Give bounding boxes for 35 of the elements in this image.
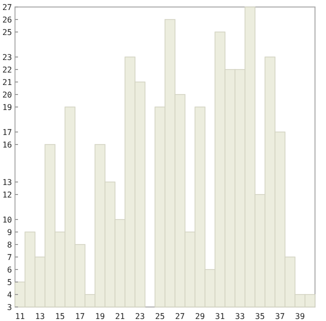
y-tick-label: 12	[2, 190, 12, 200]
x-tick-label: 31	[215, 312, 225, 321]
y-tick-label: 3	[7, 302, 12, 312]
y-tick-label: 26	[2, 15, 12, 24]
x-tick-label: 15	[55, 312, 65, 321]
x-tick-label: 11	[15, 312, 25, 321]
y-tick-label: 25	[2, 28, 12, 37]
y-tick-label: 23	[2, 52, 12, 62]
x-tick-label: 23	[135, 312, 145, 321]
x-tick-label: 19	[95, 312, 105, 321]
x-tick-label: 13	[35, 312, 45, 321]
x-tick-label: 25	[155, 312, 165, 321]
y-tick-label: 27	[2, 2, 12, 12]
y-tick-label: 19	[2, 102, 12, 112]
y-tick-label: 6	[7, 265, 12, 274]
y-tick-label: 21	[2, 78, 12, 87]
y-tick-label: 5	[7, 278, 12, 287]
x-tick-label: 21	[115, 312, 125, 321]
y-tick-label: 10	[2, 215, 12, 224]
y-tick-label: 22	[2, 65, 12, 74]
x-tick-label: 17	[75, 312, 85, 321]
y-tick-label: 13	[2, 178, 12, 187]
y-tick-label: 4	[7, 290, 12, 300]
y-tick-label: 17	[2, 128, 12, 137]
x-tick-label: 27	[175, 312, 185, 321]
y-tick-label: 9	[7, 228, 12, 237]
y-tick-label: 16	[2, 140, 12, 150]
x-tick-label: 39	[295, 312, 305, 321]
y-tick-label: 8	[7, 240, 12, 250]
x-tick-label: 35	[255, 312, 265, 321]
x-tick-label: 37	[275, 312, 285, 321]
x-tick-label: 33	[235, 312, 245, 321]
y-tick-label: 7	[7, 252, 12, 262]
x-tick-label: 29	[195, 312, 205, 321]
y-tick-label: 20	[2, 90, 12, 100]
